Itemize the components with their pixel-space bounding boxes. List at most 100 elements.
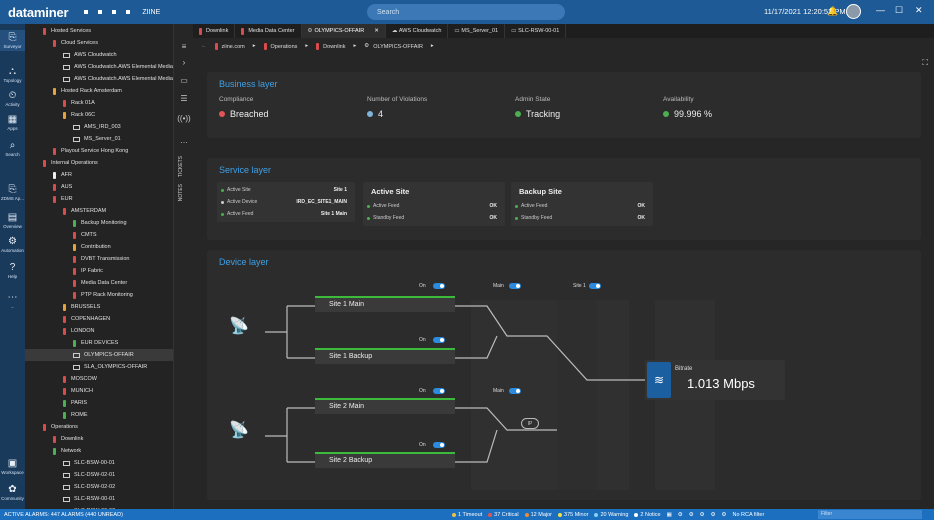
sidebar-item-apps[interactable]: ▦ Apps	[0, 112, 25, 133]
more-icon[interactable]: …	[180, 136, 188, 145]
alarm-filter-input[interactable]: Filter	[818, 510, 922, 519]
tab-aws-cloudwatch[interactable]: ☁ AWS Cloudwatch	[386, 24, 449, 38]
tree-item[interactable]: MUNICH	[25, 385, 93, 397]
tab-slc-rsw-00-01[interactable]: ▭ SLC-RSW-00-01	[505, 24, 567, 38]
tree-item[interactable]: SLC-DSW-02-01	[25, 469, 115, 481]
tree-item[interactable]: EUR DEVICES	[25, 337, 118, 349]
maximize-icon[interactable]: ☐	[895, 5, 904, 15]
app-dots-menu[interactable]	[84, 10, 131, 14]
statusbar-tool-icon[interactable]: ⚙	[677, 511, 683, 518]
tree-item[interactable]: SLC-BSW-00-01	[25, 457, 115, 469]
tree-item[interactable]: OLYMPICS-OFFAIR	[25, 349, 173, 361]
tree-item[interactable]: AWS Cloudwatch.AWS Elemental Media	[25, 73, 173, 85]
site-select-toggle[interactable]	[589, 283, 601, 289]
tree-item[interactable]: PTP Rack Monitoring	[25, 289, 133, 301]
tab-media-data-center[interactable]: Media Data Center	[235, 24, 302, 38]
tree-item[interactable]: IP Fabric	[25, 265, 103, 277]
sidebar-item-search[interactable]: ⌕ Search	[0, 138, 25, 159]
tab-olympics-offair[interactable]: ⚙ OLYMPICS-OFFAIR ✕	[301, 24, 386, 38]
site2-backup-toggle[interactable]	[433, 442, 445, 448]
tree-item[interactable]: DVBT Transmission	[25, 253, 130, 265]
sidebar-item-surveyor[interactable]: ⎘ Surveyor	[0, 30, 25, 51]
tree-item[interactable]: Cloud Services	[25, 37, 98, 49]
statusbar-tool-icon[interactable]: ⚙	[688, 511, 694, 518]
tab-downlink[interactable]: Downlink	[193, 24, 236, 38]
close-icon[interactable]: ✕	[915, 5, 923, 15]
notes-tab[interactable]: NOTES	[178, 184, 184, 202]
tree-item[interactable]: AFR	[25, 169, 72, 181]
tree-item[interactable]: Backup Monitoring	[25, 217, 127, 229]
breadcrumb-item[interactable]: Operations	[263, 42, 297, 50]
tree-item[interactable]: Operations	[25, 421, 78, 433]
search-input[interactable]: Search	[367, 4, 565, 20]
tree-item[interactable]: MS_Server_01	[25, 133, 121, 145]
sidebar-item-zdms-ap-[interactable]: ⎘ ZDMS Ap...	[0, 182, 25, 203]
tree-item[interactable]: Rack 06C	[25, 109, 95, 121]
tree-item[interactable]: BRUSSELS	[25, 301, 100, 313]
statusbar-tool-icon[interactable]: ▦	[666, 511, 672, 518]
tree-item[interactable]: Hosted Services	[25, 25, 91, 37]
tree-item[interactable]: Internal Operations	[25, 157, 98, 169]
settings-sliders-icon[interactable]: ☰	[180, 94, 188, 103]
tree-item[interactable]: Playout Service Hong Kong	[25, 145, 128, 157]
breadcrumb-item[interactable]: ⚙ OLYMPICS-OFFAIR	[364, 43, 423, 50]
rca-filter[interactable]: No RCA filter	[732, 511, 765, 518]
tree-item[interactable]: Contribution	[25, 241, 111, 253]
tree-item[interactable]: ROME	[25, 409, 88, 421]
tree-item[interactable]: SLC-RSW-00-01	[25, 493, 115, 505]
tab-ms-server-01[interactable]: ▭ MS_Server_01	[448, 24, 506, 38]
tree-item[interactable]: PARIS	[25, 397, 87, 409]
hamburger-icon[interactable]: ≡	[181, 42, 187, 51]
site1-switch-toggle[interactable]	[509, 283, 521, 289]
active-alarms-count[interactable]: ACTIVE ALARMS: 447 ALARMS (440 UNREAD)	[4, 511, 123, 518]
avatar[interactable]	[846, 4, 861, 19]
site1-backup-toggle[interactable]	[433, 337, 445, 343]
tree-item[interactable]: CMTS	[25, 229, 97, 241]
sidebar-item-help[interactable]: ? Help	[0, 260, 25, 281]
back-icon[interactable]: ←	[201, 43, 207, 49]
sidebar-item--[interactable]: ⋯...	[0, 290, 25, 311]
sidebar-item-overview[interactable]: ▤ Overview	[0, 210, 25, 231]
tree-item[interactable]: Downlink	[25, 433, 83, 445]
tree-item[interactable]: SLA_OLYMPICS-OFFAIR	[25, 361, 147, 373]
alarm-counter[interactable]: 20 Warning	[594, 512, 628, 518]
tree-item[interactable]: EUR	[25, 193, 73, 205]
alarm-counter[interactable]: 375 Minor	[558, 512, 588, 518]
sidebar-item-workspace[interactable]: ▣ Workspace	[0, 456, 25, 477]
minimize-icon[interactable]: —	[876, 5, 885, 15]
statusbar-tool-icon[interactable]: ⚙	[699, 511, 705, 518]
site2-switch-toggle[interactable]	[509, 388, 521, 394]
feed-box[interactable]: Site 1 Main	[315, 296, 455, 312]
breadcrumb-item[interactable]: Downlink	[316, 42, 346, 50]
alarm-counter[interactable]: 37 Critical	[488, 512, 519, 518]
alarm-counter[interactable]: 1 Timeout	[452, 512, 482, 518]
tree-item[interactable]: Hosted Rack Amsterdam	[25, 85, 122, 97]
sidebar-item-automation[interactable]: ⚙ Automation	[0, 234, 25, 255]
tree-item[interactable]: AWS Cloudwatch	[25, 49, 117, 61]
tree-item[interactable]: AMSTERDAM	[25, 205, 106, 217]
breadcrumb-item[interactable]: ziine.com	[214, 42, 245, 50]
tree-item[interactable]: Media Data Center	[25, 277, 127, 289]
radio-icon[interactable]: ((•))	[177, 114, 191, 123]
feed-box[interactable]: Site 2 Main	[315, 398, 455, 414]
site2-main-toggle[interactable]	[433, 388, 445, 394]
sidebar-item-topology[interactable]: ⛬ Topology	[0, 64, 25, 85]
tickets-tab[interactable]: TICKETS	[178, 156, 184, 178]
tree-item[interactable]: SLC-DSW-02-02	[25, 481, 115, 493]
tree-item[interactable]: LONDON	[25, 325, 95, 337]
tree-item[interactable]: Rack 01A	[25, 97, 95, 109]
site1-main-toggle[interactable]	[433, 283, 445, 289]
tree-item[interactable]: AUS	[25, 181, 72, 193]
tree-item[interactable]: Network	[25, 445, 81, 457]
tree-item[interactable]: AMS_IRD_003	[25, 121, 121, 133]
alarm-counter[interactable]: 12 Major	[524, 512, 552, 518]
sidebar-item-community[interactable]: ✿ Community	[0, 482, 25, 503]
feed-box[interactable]: Site 1 Backup	[315, 348, 455, 364]
comment-icon[interactable]: ▭	[180, 76, 188, 85]
chevron-right-icon[interactable]: ›	[182, 58, 186, 67]
fullscreen-icon[interactable]: ⛶	[922, 58, 928, 67]
statusbar-tool-icon[interactable]: ⚙	[710, 511, 716, 518]
sidebar-item-activity[interactable]: ⏲ Activity	[0, 88, 25, 109]
tree-item[interactable]: MOSCOW	[25, 373, 97, 385]
tree-item[interactable]: SLC-RSW-00-02	[25, 505, 115, 509]
